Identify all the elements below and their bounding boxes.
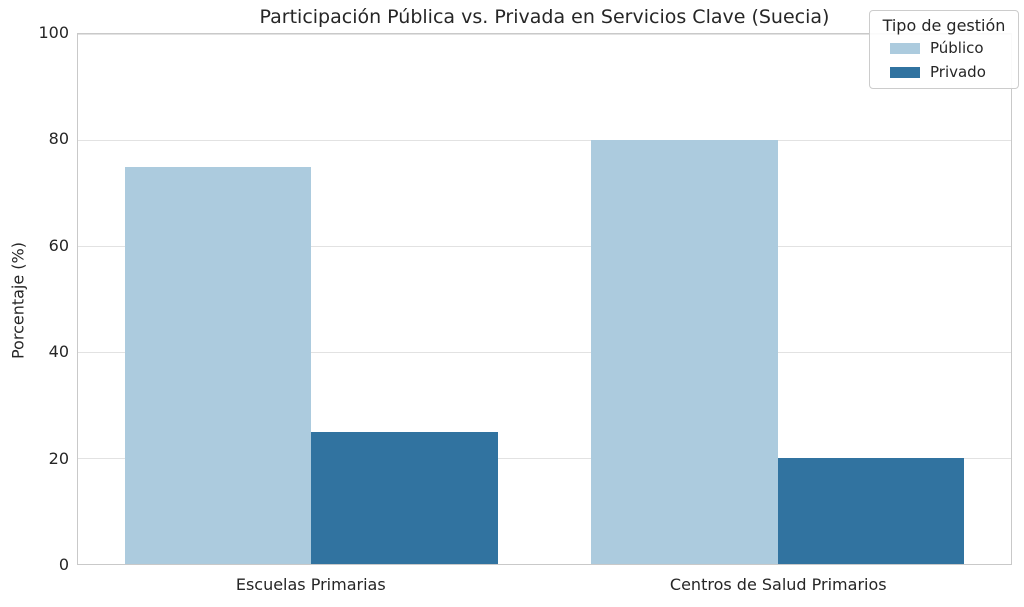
bar-publico-cat1 (591, 140, 778, 564)
y-tick-label-40: 40 (48, 342, 69, 362)
legend-entry-1: Privado (890, 63, 998, 81)
gridline-y-100 (78, 33, 1011, 35)
bar-privado-cat0 (311, 431, 498, 564)
x-tick-label-0: Escuelas Primarias (235, 575, 386, 594)
legend: Tipo de gestión Público Privado (869, 10, 1019, 89)
legend-entries: Público Privado (878, 39, 1010, 81)
bar-publico-cat0 (124, 166, 312, 564)
y-tick-label-80: 80 (48, 129, 69, 149)
legend-label: Público (930, 39, 984, 57)
x-tick-label-1: Centros de Salud Primarios (669, 575, 887, 594)
y-tick-label-100: 100 (38, 23, 69, 42)
gridline-y-20 (78, 457, 1011, 459)
gridline-y-80 (78, 139, 1011, 141)
gridline-y-60 (78, 245, 1011, 247)
y-tick-label-60: 60 (48, 235, 69, 255)
y-tick-label-0: 0 (58, 555, 69, 574)
chart-title: Participación Pública vs. Privada en Ser… (259, 6, 830, 28)
legend-entry-0: Público (890, 39, 998, 57)
gridline-y-40 (78, 351, 1011, 353)
y-tick-label-20: 20 (48, 448, 69, 468)
bar-privado-cat1 (777, 458, 965, 564)
legend-swatch-icon (890, 42, 920, 54)
plot-area (77, 33, 1012, 565)
legend-label: Privado (930, 63, 986, 81)
legend-swatch-icon (890, 66, 920, 78)
legend-title: Tipo de gestión (882, 16, 1006, 35)
